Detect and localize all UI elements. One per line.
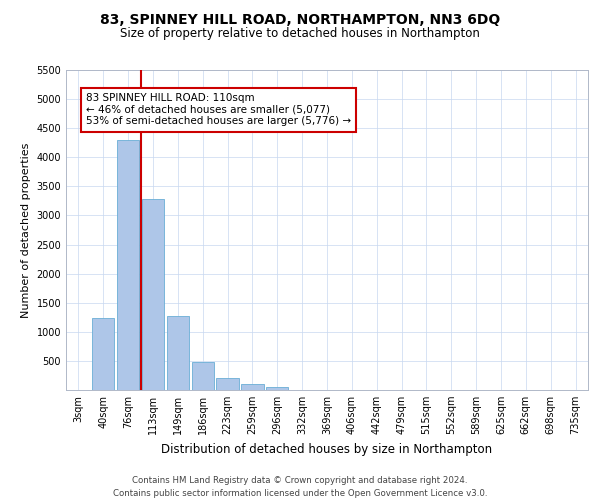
Text: Size of property relative to detached houses in Northampton: Size of property relative to detached ho…: [120, 28, 480, 40]
Y-axis label: Number of detached properties: Number of detached properties: [21, 142, 31, 318]
Text: Contains HM Land Registry data © Crown copyright and database right 2024.
Contai: Contains HM Land Registry data © Crown c…: [113, 476, 487, 498]
Bar: [142, 199, 164, 390]
Text: 83 SPINNEY HILL ROAD: 110sqm
← 46% of detached houses are smaller (5,077)
53% of: 83 SPINNEY HILL ROAD: 110sqm ← 46% of de…: [86, 94, 351, 126]
Bar: [217, 378, 239, 390]
X-axis label: Distribution of detached houses by size in Northampton: Distribution of detached houses by size …: [161, 442, 493, 456]
Bar: [92, 318, 115, 390]
Bar: [241, 384, 263, 390]
Text: 83, SPINNEY HILL ROAD, NORTHAMPTON, NN3 6DQ: 83, SPINNEY HILL ROAD, NORTHAMPTON, NN3 …: [100, 12, 500, 26]
Bar: [167, 316, 189, 390]
Bar: [117, 140, 139, 390]
Bar: [191, 362, 214, 390]
Bar: [266, 386, 289, 390]
